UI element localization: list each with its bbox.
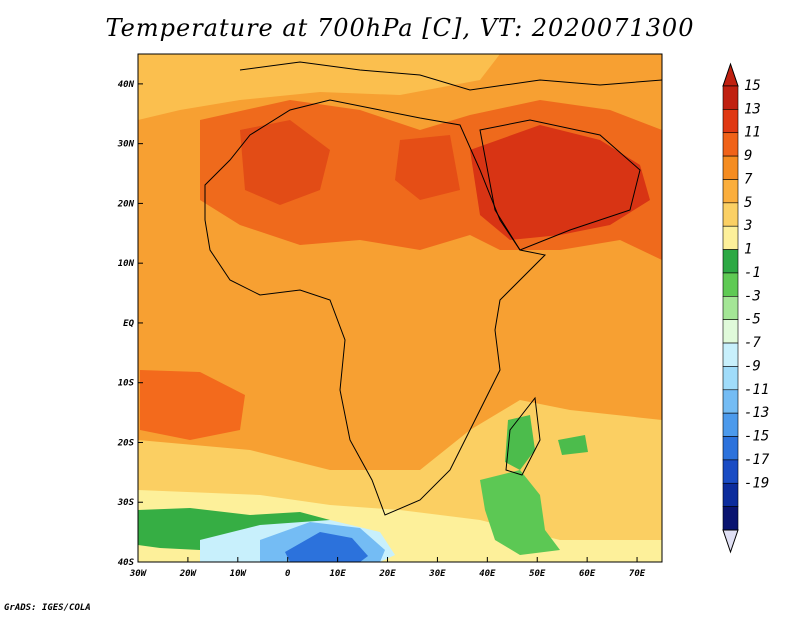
colorbar-swatch [722,342,739,367]
field-green-east [480,470,560,555]
africa-coastline [204,99,547,516]
colorbar-label: 3 [743,218,752,234]
colorbar-label: -3 [744,288,761,304]
lon-tick-label: 0 [285,569,291,579]
lon-tick-label: 30E [428,569,446,579]
madagascar-coastline [505,396,541,476]
lon-tick-label: 20W [179,569,198,579]
colorbar-label: 5 [744,195,752,211]
colorbar-label: -9 [744,358,761,374]
colorbar-label: -13 [744,405,769,421]
colorbar-swatch [722,412,739,437]
lat-tick-label: EQ [123,319,134,329]
lon-tick-label: 10E [329,569,346,579]
colorbar-top-arrow [722,62,739,87]
colorbar-swatch [722,366,739,391]
colorbar-label: 7 [744,171,753,187]
field-north-light [138,54,500,120]
colorbar: 15 13 11 9 7 5 3 1 -1 -3 -5 -7 -9 -11 -13 -15 -17 -19 [722,62,770,554]
lon-tick-label: 30W [129,569,148,579]
colorbar-swatch [722,272,739,297]
colorbar-swatch [722,179,739,204]
colorbar-swatch [722,459,739,484]
europe-coastline [239,61,662,91]
map-title: Temperature at 700hPa [C], VT: 202007130… [105,14,695,42]
temperature-field [138,54,662,562]
colorbar-label: 1 [744,242,752,258]
field-arabia-hottest [470,125,650,240]
colorbar-swatch [722,506,739,531]
lon-tick-label: 60E [579,569,596,579]
colorbar-label: -15 [744,429,769,445]
lat-tick-label: 30N [117,140,135,150]
lon-tick-label: 70E [629,569,646,579]
lat-tick-label: 20S [117,438,135,448]
colorbar-label: -5 [744,312,761,328]
lat-tick-label: 40S [118,558,135,568]
colorbar-swatch [722,249,739,274]
colorbar-label: -7 [744,335,761,351]
colorbar-label: 13 [744,101,761,117]
colorbar-swatch [722,296,739,320]
colorbar-swatch [722,482,739,507]
colorbar-swatch [722,436,739,461]
field-green-mascarene [558,435,588,455]
field-green-madagascar [505,415,535,470]
colorbar-swatch [722,319,739,344]
lon-tick-label: 20E [378,569,396,579]
colorbar-bottom-arrow [722,529,739,554]
colorbar-swatch [722,109,739,134]
colorbar-label: -17 [744,452,770,468]
lon-tick-label: 50E [529,569,546,579]
lat-tick-label: 10N [118,259,135,269]
field-sahara-core [240,120,330,205]
lat-tick-label: 40N [118,80,135,90]
lon-tick-label: 40E [479,569,496,579]
longitude-ticks: 30W 20W 10W 0 10E 20E 30E 40E 50E 60E 70E [129,557,646,579]
colorbar-label: 15 [744,78,761,94]
colorbar-label: -1 [744,265,761,281]
colorbar-swatch [722,389,739,414]
lat-tick-label: 20N [117,199,135,209]
arabia-coastline [479,119,641,251]
grads-credit: GrADS: IGES/COLA [4,603,91,613]
field-cold-core [285,532,368,562]
colorbar-label: -11 [744,382,769,398]
lon-tick-label: 10W [230,569,248,579]
colorbar-swatch [722,132,739,157]
colorbar-swatch [722,225,739,250]
latitude-ticks: 40S 30S 20S 10S EQ 10N 20N 30N 40N [117,80,143,568]
colorbar-label: -19 [744,475,769,491]
lat-tick-label: 30S [117,498,135,508]
field-atlantic-patch [140,370,245,440]
map-frame [137,53,663,563]
coastlines [204,61,662,516]
field-nile-core [395,135,460,200]
colorbar-label: 9 [744,148,752,164]
colorbar-swatch [722,155,739,180]
colorbar-swatch [722,85,739,110]
colorbar-swatch [722,202,739,227]
colorbar-label: 11 [744,125,761,141]
lat-tick-label: 10S [118,379,135,389]
